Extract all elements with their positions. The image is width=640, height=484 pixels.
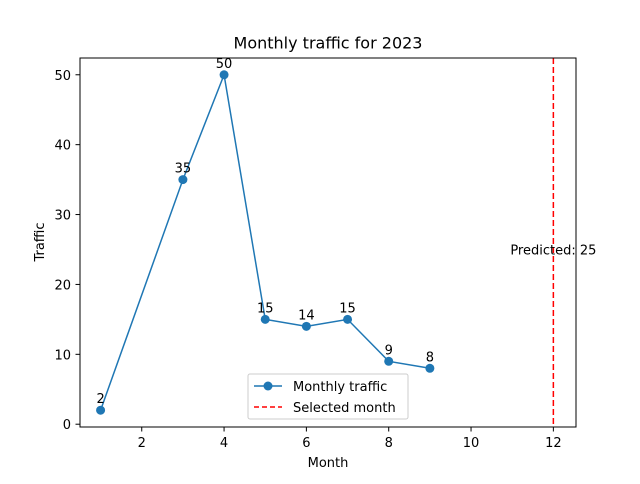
data-label: 14 (298, 308, 315, 323)
chart-title: Monthly traffic for 2023 (234, 34, 423, 53)
data-point (219, 70, 229, 80)
legend-box (247, 373, 409, 420)
x-axis-label: Month (308, 456, 349, 471)
data-label: 50 (216, 57, 233, 72)
data-point (96, 405, 106, 415)
data-label: 8 (426, 350, 434, 365)
data-point (260, 314, 270, 324)
y-tick-label: 0 (63, 418, 71, 433)
prediction-annotation: Predicted: 25 (510, 243, 596, 258)
data-label: 2 (96, 392, 104, 407)
series-line (99, 71, 431, 411)
x-tick-label: 12 (545, 436, 562, 451)
x-tick-label: 6 (302, 436, 310, 451)
x-tick-label: 10 (463, 436, 480, 451)
data-label: 9 (385, 343, 393, 358)
legend-marker-icon (263, 381, 273, 391)
plot-area: Predicted: 25 2 35 50 15 14 15 9 8 (96, 57, 596, 427)
y-axis-label: Traffic (33, 222, 48, 262)
data-point (384, 356, 394, 366)
legend: Monthly traffic Selected month (247, 373, 409, 420)
y-tick-label: 10 (54, 348, 71, 363)
data-point (178, 175, 188, 185)
data-label: 35 (175, 162, 192, 177)
y-tick-label: 50 (54, 69, 71, 84)
data-point (343, 314, 353, 324)
data-point (301, 321, 311, 331)
legend-label-reference: Selected month (293, 401, 396, 416)
x-tick-label: 4 (220, 436, 228, 451)
x-tick-label: 2 (138, 436, 146, 451)
axes: 2 4 6 8 10 12 0 10 20 30 40 50 (54, 57, 577, 451)
legend-label-series: Monthly traffic (293, 380, 387, 395)
data-label: 15 (339, 301, 356, 316)
data-label: 15 (257, 301, 274, 316)
data-point (425, 363, 435, 373)
y-tick-label: 30 (54, 209, 71, 224)
x-tick-label: 8 (385, 436, 393, 451)
y-tick-label: 20 (54, 278, 71, 293)
y-tick-label: 40 (54, 139, 71, 154)
axes-frame (79, 57, 577, 428)
